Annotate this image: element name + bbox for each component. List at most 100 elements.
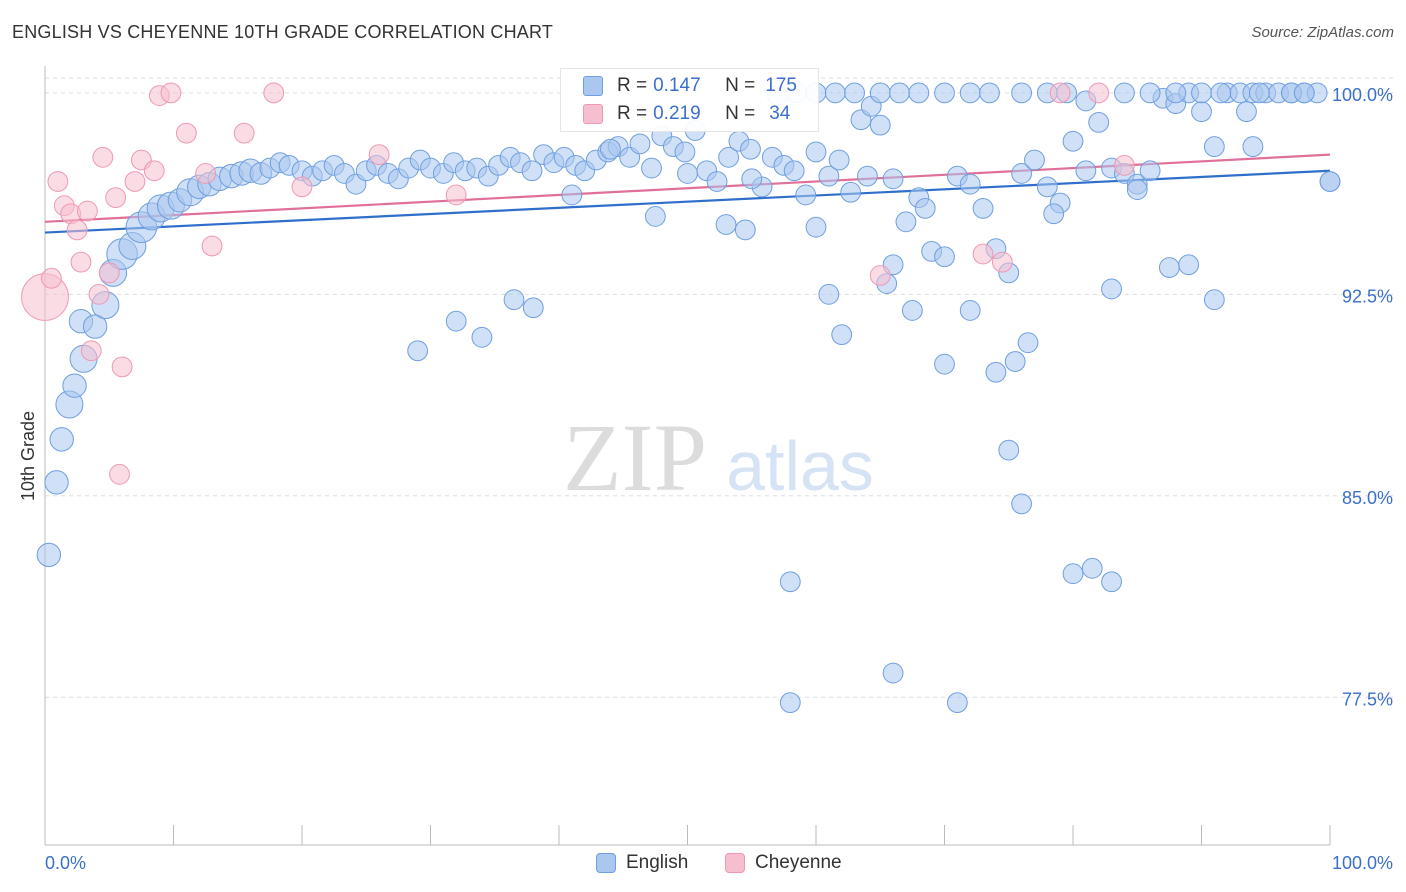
cheyenne-swatch [583,104,603,124]
y-tick-label: 77.5% [1342,689,1393,709]
legend-item-cheyenne[interactable]: Cheyenne [725,852,842,874]
english-point [831,324,853,346]
cheyenne-point [92,146,114,168]
english-n-label: N = [725,75,756,96]
cheyenne-point [80,340,102,362]
english-point [795,184,817,206]
english-point [1191,82,1212,104]
english-point [1319,171,1341,192]
cheyenne-point [88,283,110,305]
english-point [734,219,756,241]
english-r-label: R = [617,75,648,96]
english-point [706,171,728,192]
legend-item-english[interactable]: English [596,852,688,874]
english-point [818,283,840,305]
cheyenne-point [41,267,62,289]
watermark: ZIP atlas [563,404,874,511]
english-point [844,82,865,104]
english-point [1024,149,1045,171]
cheyenne-point [66,219,88,241]
english-point [914,197,936,219]
english-point [1101,278,1122,300]
y-tick-label: 85.0% [1342,488,1393,508]
cheyenne-point [105,187,127,209]
english-r-value: 0.147 [653,75,701,96]
english-point [600,138,621,160]
english-point [818,165,840,187]
english-point [36,542,62,568]
english-point [779,692,801,714]
english-point [1139,160,1161,182]
cheyenne-point [263,82,285,104]
english-point [1036,176,1058,198]
cheyenne-point [175,122,197,144]
english-point [857,165,878,187]
english-point [718,146,740,168]
english-point [1139,82,1161,104]
cheyenne-r-label: R = [617,103,648,124]
cheyenne-point [124,171,146,192]
cheyenne-point [201,235,223,257]
english-point [959,173,981,195]
english-point [741,168,763,190]
english-point [840,181,862,203]
english-point [1081,557,1103,579]
cheyenne-point [1114,154,1135,176]
english-point [677,163,698,184]
english-point [783,160,805,182]
english-trendline [44,169,1331,234]
english-point [946,692,968,714]
english-point [82,314,108,339]
cheyenne-point [70,251,92,273]
english-point [1293,82,1315,104]
cheyenne-point [111,356,133,378]
watermark-atlas: atlas [726,427,874,505]
english-point [1203,289,1225,311]
legend-label-english: English [626,852,689,873]
english-point [1126,179,1148,200]
english-point [895,211,917,233]
cheyenne-point [445,184,467,206]
english-point [561,184,583,206]
english-point [824,82,846,104]
english-point [1191,101,1212,123]
english-point [49,427,74,452]
english-point [979,82,1000,104]
legend-label-cheyenne: Cheyenne [755,852,842,873]
stats-row-english: R = 0.147 N = 175 [583,73,797,99]
y-tick-label: 100.0% [1332,85,1393,105]
english-point [522,297,544,319]
english-point [1203,136,1225,157]
english-point [715,214,737,235]
axes [44,66,1331,846]
cheyenne-point [98,262,120,284]
english-point [882,662,904,684]
bottom-legend: English Cheyenne [0,850,1406,880]
english-swatch [583,76,603,96]
cheyenne-point [869,265,891,286]
english-point [908,82,930,104]
english-point [1114,82,1135,104]
x-tick-label: 100.0% [1332,853,1393,873]
english-point [998,439,1020,461]
english-point [985,361,1007,383]
english-point [62,373,87,398]
cheyenne-point [195,163,217,184]
english-point [1017,332,1039,354]
cheyenne-point [368,144,390,166]
english-point [828,149,850,171]
english-point [1062,130,1084,152]
english-point [805,216,827,238]
english-point [1165,82,1187,104]
english-point [934,353,955,375]
english-point [959,300,981,321]
cheyenne-point [233,122,255,144]
cheyenne-point [109,463,130,485]
english-point [521,160,543,182]
english-point [1011,82,1032,104]
english-point [1062,563,1084,585]
english-point [629,133,651,155]
chart-title: ENGLISH VS CHEYENNE 10TH GRADE CORRELATI… [12,22,554,42]
english-point [869,114,891,136]
